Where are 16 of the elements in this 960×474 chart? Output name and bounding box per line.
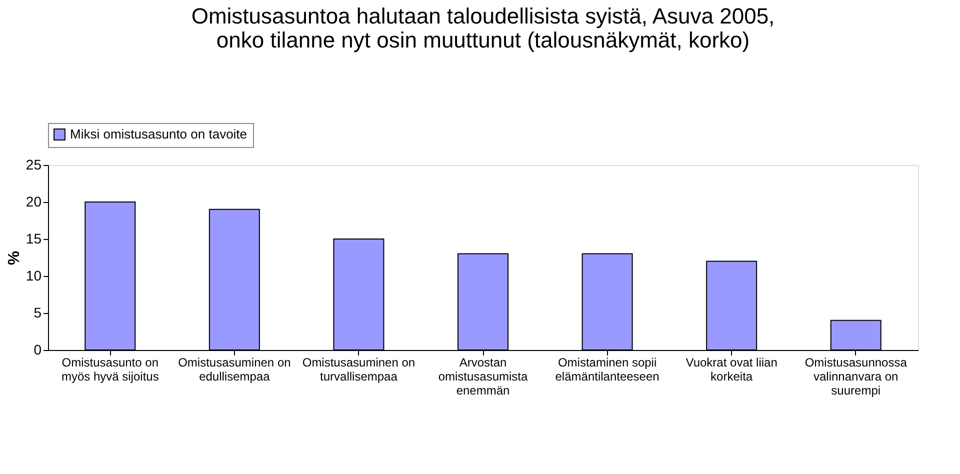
- y-axis-title: %: [6, 250, 23, 266]
- x-tick-label: Vuokrat ovat liian korkeita: [686, 356, 778, 384]
- y-tick-label: 0: [34, 342, 42, 358]
- y-tick-label: 10: [26, 268, 42, 284]
- x-tick-label: Omistusasunnossa valinnanvara on suurempi: [804, 356, 908, 398]
- y-tick-label: 5: [34, 304, 42, 320]
- x-tick-label: Arvostan omistusasumista enemmän: [438, 356, 528, 398]
- x-tick-label: Omistaminen sopii elämäntilanteeseen: [555, 356, 660, 384]
- x-tick-label: Omistusasunto on myös hyvä sijoitus: [61, 356, 159, 384]
- x-tick-label: Omistusasuminen on turvallisempaa: [302, 356, 416, 384]
- legend-label: Miksi omistusasunto on tavoite: [70, 126, 248, 142]
- chart-title: Omistusasuntoa halutaan taloudellisista syistä, Asuva 2005, onko tilanne nyt osin muuttunut (talousnäkymät, korko): [191, 4, 775, 52]
- y-tick-label: 25: [26, 156, 42, 172]
- y-tick-label: 20: [26, 194, 42, 210]
- x-tick-label: Omistusasuminen on edullisempaa: [178, 356, 291, 384]
- y-tick-label: 15: [26, 230, 42, 246]
